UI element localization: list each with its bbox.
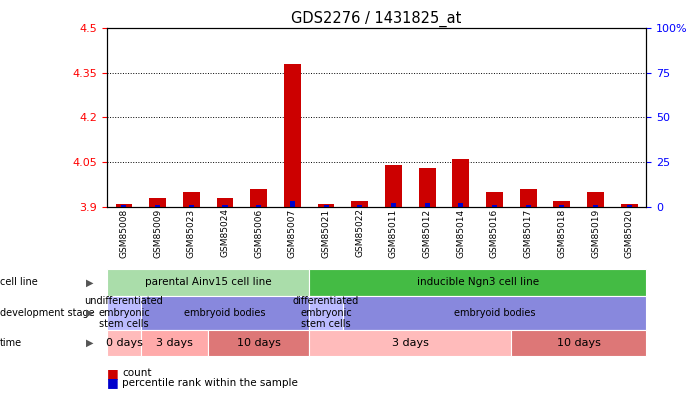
Bar <box>486 192 503 207</box>
Bar <box>155 205 160 207</box>
Text: 10 days: 10 days <box>557 338 600 348</box>
Text: ■: ■ <box>107 376 119 389</box>
Text: time: time <box>0 338 22 348</box>
Bar <box>115 204 133 207</box>
Text: 3 days: 3 days <box>156 338 193 348</box>
Text: 3 days: 3 days <box>392 338 428 348</box>
Text: cell line: cell line <box>0 277 38 288</box>
Text: GSM85016: GSM85016 <box>490 209 499 258</box>
Bar <box>587 192 604 207</box>
Text: GSM85006: GSM85006 <box>254 209 263 258</box>
Bar <box>458 203 464 207</box>
Title: GDS2276 / 1431825_at: GDS2276 / 1431825_at <box>292 11 462 27</box>
Text: GSM85018: GSM85018 <box>558 209 567 258</box>
Bar <box>520 189 537 207</box>
Text: GSM85012: GSM85012 <box>423 209 432 258</box>
Text: GSM85017: GSM85017 <box>524 209 533 258</box>
Text: GSM85021: GSM85021 <box>321 209 330 258</box>
Bar <box>553 200 570 207</box>
Text: GSM85009: GSM85009 <box>153 209 162 258</box>
Bar <box>357 205 362 207</box>
Text: development stage: development stage <box>0 308 95 318</box>
Text: GSM85023: GSM85023 <box>187 209 196 258</box>
Bar <box>284 64 301 207</box>
Bar <box>223 205 227 207</box>
Bar <box>250 189 267 207</box>
Bar <box>621 204 638 207</box>
Bar <box>183 192 200 207</box>
Bar <box>593 205 598 207</box>
Bar <box>526 205 531 207</box>
Bar <box>492 205 497 207</box>
Text: ▶: ▶ <box>86 277 93 288</box>
Bar <box>391 203 396 207</box>
Bar <box>424 203 430 207</box>
Bar <box>453 159 469 207</box>
Bar <box>385 165 402 207</box>
Bar <box>627 205 632 207</box>
Bar <box>318 204 334 207</box>
Text: differentiated
embryonic
stem cells: differentiated embryonic stem cells <box>293 296 359 329</box>
Text: GSM85011: GSM85011 <box>389 209 398 258</box>
Bar <box>419 168 435 207</box>
Bar <box>351 200 368 207</box>
Bar <box>290 201 295 207</box>
Text: GSM85008: GSM85008 <box>120 209 129 258</box>
Text: GSM85024: GSM85024 <box>220 209 229 258</box>
Text: percentile rank within the sample: percentile rank within the sample <box>122 378 299 388</box>
Text: embryoid bodies: embryoid bodies <box>184 308 266 318</box>
Text: 0 days: 0 days <box>106 338 142 348</box>
Bar <box>323 205 329 207</box>
Bar <box>189 205 194 207</box>
Bar <box>256 205 261 207</box>
Text: undifferentiated
embryonic
stem cells: undifferentiated embryonic stem cells <box>84 296 163 329</box>
Text: ■: ■ <box>107 367 119 380</box>
Text: inducible Ngn3 cell line: inducible Ngn3 cell line <box>417 277 539 288</box>
Bar <box>216 198 234 207</box>
Text: ▶: ▶ <box>86 308 93 318</box>
Bar <box>122 205 126 207</box>
Text: GSM85019: GSM85019 <box>591 209 600 258</box>
Text: 10 days: 10 days <box>237 338 281 348</box>
Text: GSM85020: GSM85020 <box>625 209 634 258</box>
Text: GSM85022: GSM85022 <box>355 209 364 258</box>
Text: parental Ainv15 cell line: parental Ainv15 cell line <box>145 277 272 288</box>
Text: ▶: ▶ <box>86 338 93 348</box>
Bar <box>149 198 166 207</box>
Text: GSM85007: GSM85007 <box>288 209 297 258</box>
Text: GSM85014: GSM85014 <box>456 209 465 258</box>
Bar <box>559 205 565 207</box>
Text: embryoid bodies: embryoid bodies <box>454 308 536 318</box>
Text: count: count <box>122 369 152 378</box>
